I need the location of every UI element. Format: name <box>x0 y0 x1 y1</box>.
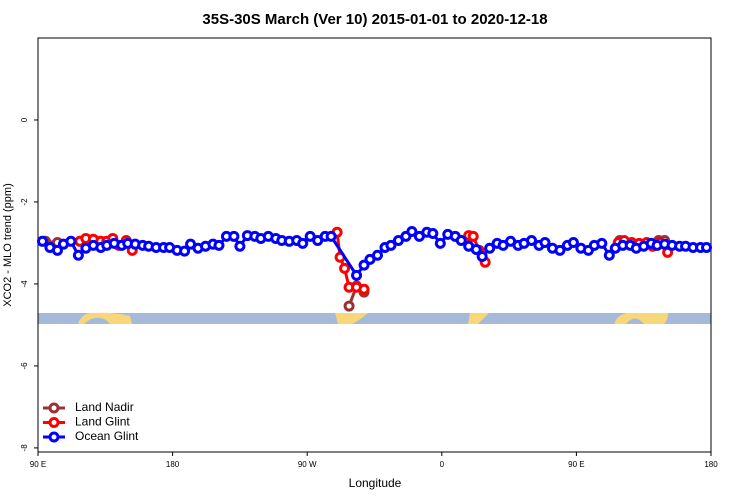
series-marker <box>526 234 538 246</box>
x-axis-label: Longitude <box>349 476 402 490</box>
legend-label: Land Nadir <box>75 400 134 414</box>
series-marker <box>603 249 615 261</box>
series-marker <box>554 244 566 256</box>
x-tick-label: 90 W <box>298 460 317 469</box>
series-marker <box>476 250 488 262</box>
y-tick-label: -8 <box>20 444 29 452</box>
legend-marker <box>48 431 60 443</box>
series-marker <box>567 237 579 249</box>
series-marker <box>406 225 418 237</box>
map-strip <box>38 312 711 324</box>
series-marker <box>455 234 467 246</box>
series-marker <box>427 228 439 240</box>
series-marker <box>179 245 191 257</box>
x-tick-label: 90 E <box>568 460 584 469</box>
y-tick-label: -4 <box>20 280 29 288</box>
legend-label: Ocean Glint <box>75 429 139 443</box>
series-marker <box>484 242 496 254</box>
x-tick-label: 180 <box>166 460 180 469</box>
series-marker <box>297 237 309 249</box>
series-marker <box>36 235 48 247</box>
y-tick-label: 0 <box>20 117 29 122</box>
series-marker <box>467 230 479 242</box>
series-marker <box>51 244 63 256</box>
series-marker <box>701 241 713 253</box>
series-marker <box>325 230 337 242</box>
series-marker <box>65 235 77 247</box>
y-axis-label: XCO2 - MLO trend (ppm) <box>2 183 14 306</box>
y-tick-label: -2 <box>20 198 29 206</box>
x-tick-label: 90 E <box>30 460 46 469</box>
x-tick-label: 0 <box>440 460 445 469</box>
series-marker <box>358 283 370 295</box>
series-marker <box>539 237 551 249</box>
y-tick-label: -6 <box>20 362 29 370</box>
legend-marker <box>48 402 60 414</box>
series-marker <box>343 300 355 312</box>
series-marker <box>339 262 351 274</box>
chart-title: 35S-30S March (Ver 10) 2015-01-01 to 202… <box>202 11 547 28</box>
legend-marker <box>48 417 60 428</box>
series-marker <box>234 240 246 252</box>
series-marker <box>434 237 446 249</box>
legend-label: Land Glint <box>75 415 130 429</box>
series-marker <box>351 269 363 281</box>
series-marker <box>596 237 608 249</box>
series-marker <box>72 249 84 261</box>
series-marker <box>470 244 482 256</box>
series-marker <box>371 249 383 261</box>
series-marker <box>213 239 225 251</box>
series-marker <box>385 239 397 251</box>
series-marker <box>228 230 240 242</box>
x-tick-label: 180 <box>704 460 718 469</box>
